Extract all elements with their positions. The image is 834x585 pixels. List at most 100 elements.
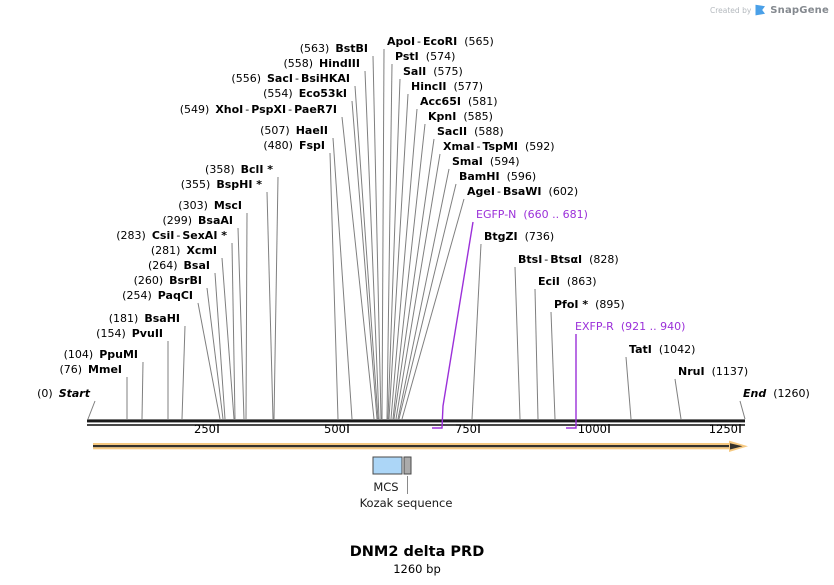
enzyme-name: BtsαI [550, 253, 583, 266]
site-label-EXFP-R[interactable]: EXFP-R (921 .. 940) [575, 320, 685, 334]
site-line [393, 138, 435, 420]
site-label-Acc65I[interactable]: Acc65I (581) [420, 95, 498, 109]
site-position: (575) [433, 65, 463, 78]
site-label-Start[interactable]: (0) Start [37, 387, 90, 401]
site-line [534, 288, 539, 420]
site-position: (574) [425, 50, 456, 63]
name-separator: - [288, 103, 293, 116]
site-label-SacI[interactable]: (556) SacI - BsiHKAI [231, 72, 350, 86]
site-position: (863) [566, 275, 597, 288]
kozak-label[interactable]: Kozak sequence [359, 496, 453, 510]
enzyme-name: SalI [403, 65, 427, 78]
site-label-BstBI[interactable]: (563) BstBI [300, 42, 368, 56]
site-line [381, 48, 385, 420]
enzyme-name: MmeI [88, 363, 122, 376]
orf-arrow-shaft-top[interactable] [93, 443, 731, 445]
site-position: (596) [506, 170, 537, 183]
enzyme-name: SexAI * [182, 229, 227, 242]
enzyme-name: PspXI [251, 103, 287, 116]
site-label-PvuII[interactable]: (154) PvuII [96, 327, 163, 341]
site-label-BtgZI[interactable]: BtgZI (736) [484, 230, 554, 244]
site-label-KpnI[interactable]: KpnI (585) [428, 110, 493, 124]
site-label-XcmI[interactable]: (281) XcmI [151, 244, 217, 258]
site-line [390, 108, 418, 420]
site-position: (0) [37, 387, 53, 400]
enzyme-name: BstBI [335, 42, 368, 55]
site-position: (358) [205, 163, 235, 176]
enzyme-name: BsiHKAI [300, 72, 350, 85]
site-label-PpuMI[interactable]: (104) PpuMI [64, 348, 138, 362]
site-label-BamHI[interactable]: BamHI (596) [459, 170, 536, 184]
site-position: (581) [467, 95, 498, 108]
enzyme-name: EcoRI [423, 35, 458, 48]
site-label-End[interactable]: End (1260) [743, 387, 810, 401]
site-label-FspI[interactable]: (480) FspI [263, 139, 325, 153]
site-label-NruI[interactable]: NruI (1137) [678, 365, 748, 379]
site-line [273, 176, 279, 420]
map-length: 1260 bp [393, 562, 441, 576]
mcs-label[interactable]: MCS [373, 480, 399, 494]
site-label-PstI[interactable]: PstI (574) [395, 50, 455, 64]
watermark: Created by SnapGene [710, 4, 829, 16]
site-label-BsaI[interactable]: (264) BsaI [148, 259, 210, 273]
site-position: (299) [162, 214, 193, 227]
site-position: (895) [595, 298, 625, 311]
enzyme-name: HindIII [319, 57, 360, 70]
site-line [395, 153, 441, 420]
name-separator: - [496, 185, 501, 198]
enzyme-name: BtgZI [484, 230, 518, 243]
orf-arrow-shaft-bottom[interactable] [93, 447, 731, 450]
site-label-PfoI[interactable]: PfoI * (895) [554, 298, 625, 312]
site-label-Eco53kI[interactable]: (554) Eco53kI [263, 87, 347, 101]
site-position: (355) [180, 178, 211, 191]
site-label-TatI[interactable]: TatI (1042) [629, 343, 695, 357]
enzyme-name: EGFP-N [476, 208, 517, 221]
site-label-EGFP-N[interactable]: EGFP-N (660 .. 681) [476, 208, 588, 222]
enzyme-name: Start [58, 387, 90, 400]
site-label-BtsI[interactable]: BtsI - BtsαI (828) [518, 253, 619, 267]
site-label-SmaI[interactable]: SmaI (594) [452, 155, 520, 169]
site-line [625, 356, 632, 420]
site-label-PaqCI[interactable]: (254) PaqCI [122, 289, 193, 303]
site-label-BsrBI[interactable]: (260) BsrBI [134, 274, 202, 288]
site-label-SacII[interactable]: SacII (588) [437, 125, 504, 139]
site-label-MscI[interactable]: (303) MscI [178, 199, 242, 213]
site-label-BsaHI[interactable]: (181) BsaHI [109, 312, 180, 326]
orf-arrow-head[interactable] [730, 443, 743, 450]
site-label-HincII[interactable]: HincII (577) [411, 80, 483, 94]
enzyme-name: ApoI [387, 35, 416, 48]
site-label-AgeI[interactable]: AgeI - BsaWI (602) [467, 185, 578, 199]
site-position: (736) [524, 230, 555, 243]
site-label-CsiI[interactable]: (283) CsiI - SexAI * [116, 229, 227, 243]
site-label-SalI[interactable]: SalI (575) [403, 65, 463, 79]
site-position: (1042) [658, 343, 696, 356]
primer-line [566, 334, 577, 429]
site-line [231, 242, 236, 420]
mcs-box[interactable] [372, 456, 403, 475]
enzyme-name: BtsI [518, 253, 543, 266]
site-label-BclI[interactable]: (358) BclI * [205, 163, 273, 177]
site-position: (303) [178, 199, 208, 212]
site-position: (507) [260, 124, 290, 137]
kozak-box[interactable] [403, 456, 412, 475]
site-label-EciI[interactable]: EciI (863) [538, 275, 597, 289]
site-line [398, 183, 457, 420]
site-label-ApoI[interactable]: ApoI - EcoRI (565) [387, 35, 494, 49]
site-line [181, 325, 186, 420]
enzyme-name: Acc65I [420, 95, 461, 108]
enzyme-name: MscI [213, 199, 242, 212]
site-label-XmaI[interactable]: XmaI - TspMI (592) [443, 140, 555, 154]
sequence-bar[interactable] [87, 419, 745, 423]
site-label-MmeI[interactable]: (76) MmeI [59, 363, 122, 377]
name-separator: - [544, 253, 549, 266]
site-line [388, 93, 409, 420]
site-line [329, 152, 339, 420]
orf-arrow-core[interactable] [93, 445, 737, 448]
site-label-XhoI[interactable]: (549) XhoI - PspXI - PaeR7I [180, 103, 337, 117]
site-label-HaeII[interactable]: (507) HaeII [260, 124, 328, 138]
site-label-BspHI[interactable]: (355) BspHI * [181, 178, 262, 192]
site-label-HindIII[interactable]: (558) HindIII [283, 57, 360, 71]
site-label-BsaAI[interactable]: (299) BsaAI [162, 214, 233, 228]
site-position: (480) [263, 139, 293, 152]
